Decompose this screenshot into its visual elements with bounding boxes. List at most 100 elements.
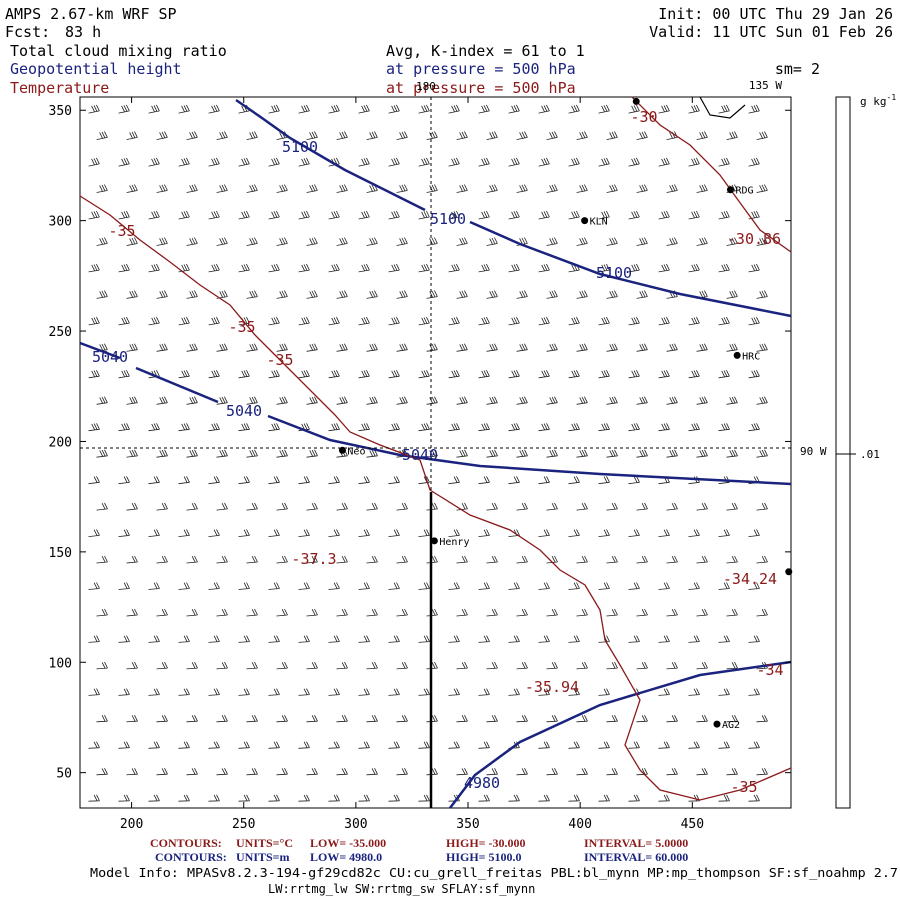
wind-barb bbox=[388, 370, 400, 379]
wind-barb bbox=[246, 290, 258, 299]
wind-barb bbox=[748, 741, 760, 749]
wind-barb bbox=[186, 131, 198, 140]
wind-barb bbox=[216, 237, 228, 246]
wind-barb bbox=[396, 555, 408, 564]
wind-barb bbox=[88, 794, 100, 802]
wind-barb bbox=[178, 370, 190, 379]
wind-barb bbox=[598, 370, 610, 379]
temperature-contour-label: -34.24 bbox=[723, 570, 777, 588]
wind-barb bbox=[418, 263, 430, 273]
wind-barb bbox=[268, 794, 280, 802]
wind-barb bbox=[186, 768, 198, 776]
wind-barb bbox=[358, 316, 370, 326]
wind-barb bbox=[658, 635, 670, 643]
wind-barb bbox=[576, 768, 588, 776]
wind-barb bbox=[756, 396, 768, 405]
wind-barb bbox=[298, 370, 310, 379]
wind-barb bbox=[628, 635, 640, 643]
wind-barb bbox=[88, 263, 100, 273]
wind-barb bbox=[306, 396, 318, 405]
wind-barb bbox=[276, 343, 288, 352]
wind-barb bbox=[418, 370, 430, 379]
wind-barb bbox=[88, 104, 100, 114]
wind-barb bbox=[478, 582, 490, 590]
temperature-contour-label: -37.3 bbox=[291, 550, 336, 568]
wind-barb bbox=[358, 476, 370, 485]
wind-barb bbox=[478, 529, 490, 537]
wind-barb bbox=[538, 794, 550, 802]
wind-barb bbox=[486, 555, 498, 564]
wind-barb bbox=[216, 343, 228, 352]
field-cloud: Total cloud mixing ratio bbox=[10, 42, 227, 60]
wind-barb bbox=[568, 741, 580, 749]
wind-barb bbox=[598, 529, 610, 537]
wind-barb bbox=[448, 316, 460, 326]
wind-barb bbox=[178, 263, 190, 273]
wind-barb bbox=[508, 210, 520, 220]
wind-barb bbox=[306, 343, 318, 352]
wind-barb bbox=[358, 423, 370, 432]
wind-barb bbox=[718, 210, 730, 220]
wind-barb bbox=[388, 210, 400, 220]
wind-barb bbox=[388, 263, 400, 273]
wind-barb bbox=[336, 449, 348, 458]
wind-barb bbox=[246, 184, 258, 193]
station-label: AG2 bbox=[722, 720, 740, 731]
wind-barb bbox=[306, 502, 318, 511]
wind-barb bbox=[628, 370, 640, 379]
wind-barb bbox=[306, 555, 318, 564]
wind-barb bbox=[298, 794, 310, 802]
temp-contour-interval: INTERVAL= 5.0000 bbox=[584, 836, 688, 850]
wind-barb bbox=[336, 131, 348, 140]
wind-barb bbox=[456, 715, 468, 723]
wind-barb bbox=[88, 635, 100, 643]
wind-barb bbox=[546, 396, 558, 405]
wind-barb bbox=[508, 263, 520, 273]
wind-barb bbox=[126, 343, 138, 352]
wind-barb bbox=[268, 741, 280, 749]
wind-barb bbox=[126, 396, 138, 405]
wind-barb bbox=[576, 502, 588, 511]
wind-barb bbox=[126, 290, 138, 299]
station-label: Neo bbox=[347, 446, 365, 457]
wind-barb bbox=[336, 396, 348, 405]
wind-barb bbox=[538, 476, 550, 485]
wind-barb bbox=[666, 396, 678, 405]
height-contour-label: 5100 bbox=[282, 138, 318, 156]
wind-barb bbox=[186, 449, 198, 458]
wind-barb bbox=[178, 476, 190, 485]
wind-barb bbox=[208, 529, 220, 537]
station-marker bbox=[713, 720, 721, 728]
wind-barb bbox=[208, 263, 220, 273]
wind-barb bbox=[576, 661, 588, 670]
wind-barb bbox=[636, 396, 648, 405]
wind-barb bbox=[148, 635, 160, 643]
wind-barb bbox=[208, 210, 220, 220]
wind-barb bbox=[718, 741, 730, 749]
wind-barb bbox=[756, 237, 768, 246]
wind-barb bbox=[516, 131, 528, 140]
wind-barb bbox=[96, 184, 108, 193]
wind-barb bbox=[516, 343, 528, 352]
wind-barb bbox=[246, 715, 258, 723]
wind-barb bbox=[748, 370, 760, 379]
wind-barb bbox=[576, 131, 588, 140]
wind-barb bbox=[268, 104, 280, 114]
wind-barb bbox=[396, 661, 408, 670]
wind-barb bbox=[688, 688, 700, 696]
wind-barb bbox=[148, 157, 160, 167]
wind-barb bbox=[156, 715, 168, 723]
wind-barb bbox=[396, 768, 408, 776]
wind-barb bbox=[448, 263, 460, 273]
wind-barb bbox=[126, 715, 138, 723]
x-tick-label: 350 bbox=[456, 817, 479, 832]
wind-barb bbox=[306, 608, 318, 617]
wind-barb bbox=[88, 210, 100, 220]
wind-barb bbox=[546, 715, 558, 723]
wind-barb bbox=[538, 423, 550, 432]
wind-barb bbox=[748, 794, 760, 802]
wind-barb bbox=[366, 290, 378, 299]
wind-barb bbox=[718, 370, 730, 379]
wind-barb bbox=[186, 502, 198, 511]
